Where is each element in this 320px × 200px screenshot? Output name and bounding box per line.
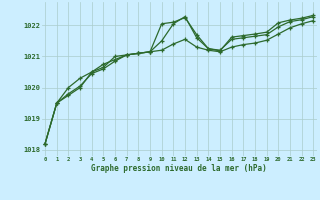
X-axis label: Graphe pression niveau de la mer (hPa): Graphe pression niveau de la mer (hPa) — [91, 164, 267, 173]
